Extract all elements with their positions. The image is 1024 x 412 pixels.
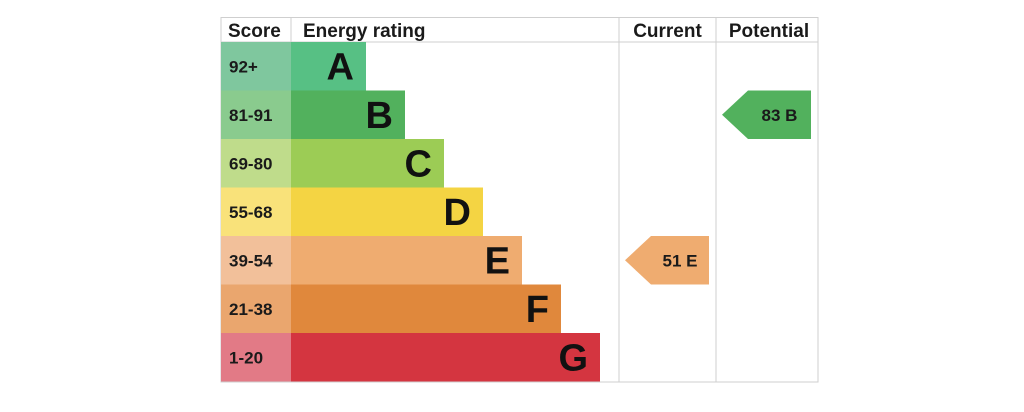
rating-letter-f: F — [526, 289, 549, 331]
rating-indicators: 51 E 83 B — [625, 90, 811, 285]
score-cell-f — [221, 284, 291, 333]
score-range-e: 39-54 — [229, 251, 273, 270]
header-energy-rating: Energy rating — [303, 21, 425, 42]
rating-letter-a: A — [327, 46, 354, 88]
rating-bar-g — [291, 333, 600, 382]
current-rating-label: 51 E — [663, 251, 698, 270]
score-cell-d — [221, 187, 291, 236]
rating-bar-b — [291, 90, 405, 139]
header-current: Current — [633, 21, 702, 42]
header-potential: Potential — [729, 21, 809, 42]
score-cell-a — [221, 42, 291, 91]
current-rating-arrow — [625, 236, 709, 285]
score-range-g: 1-20 — [229, 348, 263, 367]
score-range-d: 55-68 — [229, 203, 272, 222]
score-range-f: 21-38 — [229, 300, 272, 319]
score-range-b: 81-91 — [229, 106, 272, 125]
rating-bar-c — [291, 139, 444, 188]
rating-bar-e — [291, 236, 522, 285]
score-range-a: 92+ — [229, 57, 258, 76]
score-cell-b — [221, 90, 291, 139]
header-score: Score — [228, 21, 281, 42]
rating-letter-b: B — [366, 95, 393, 137]
rating-bar-f — [291, 284, 561, 333]
score-cell-c — [221, 139, 291, 188]
rating-bar-a — [291, 42, 366, 91]
rating-letter-g: G — [558, 337, 588, 379]
rating-letter-d: D — [444, 192, 471, 234]
rating-bar-d — [291, 187, 483, 236]
rating-letter-e: E — [485, 240, 510, 282]
rating-bands: 92+ A 81-91 B 69-80 C 55-68 D 39-54 E 21-38 F 1-20 G — [221, 42, 600, 382]
score-cell-e — [221, 236, 291, 285]
rating-letter-c: C — [405, 143, 432, 185]
potential-rating-arrow — [722, 90, 811, 139]
potential-rating-label: 83 B — [762, 106, 798, 125]
score-range-c: 69-80 — [229, 154, 272, 173]
score-cell-g — [221, 333, 291, 382]
